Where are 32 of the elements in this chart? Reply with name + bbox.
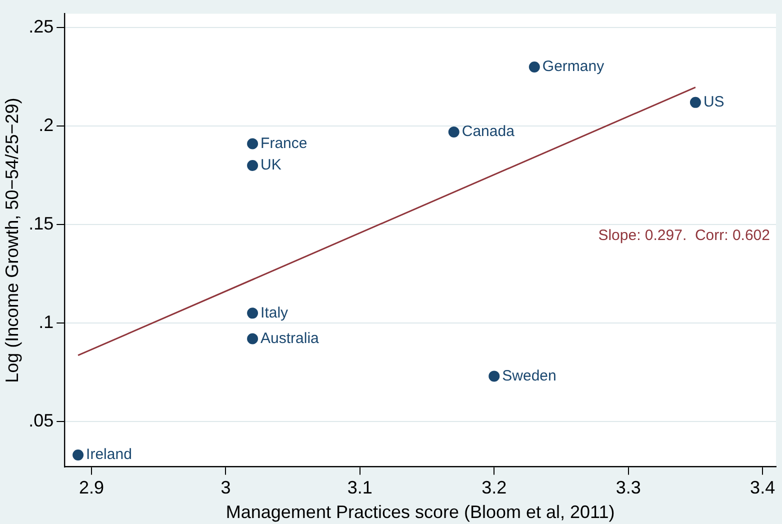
y-tick-label: .2 xyxy=(38,115,54,136)
x-tick-label: 2.9 xyxy=(78,478,104,498)
x-axis-title: Management Practices score (Bloom et al, 2011) xyxy=(226,502,615,522)
series-label: Germany xyxy=(542,58,605,76)
point xyxy=(690,96,701,108)
x-tick-label: 3 xyxy=(220,478,231,498)
series-label: UK xyxy=(260,156,282,174)
series-label: Canada xyxy=(462,123,516,140)
y-tick-label: .05 xyxy=(28,410,54,430)
point xyxy=(488,370,500,382)
x-tick-label: 3.3 xyxy=(616,478,641,498)
x-tick-label: 3.2 xyxy=(482,478,507,498)
point xyxy=(247,138,258,150)
point xyxy=(528,61,540,72)
y-axis-title: Log (Income Growth, 50−54/25−29) xyxy=(2,98,22,383)
y-tick-label: .1 xyxy=(38,312,54,332)
point xyxy=(247,160,258,171)
point xyxy=(247,308,258,319)
x-tick-label: 3.1 xyxy=(347,478,372,498)
series-label: Italy xyxy=(260,304,289,322)
y-tick-label: .15 xyxy=(28,214,54,234)
series-label: Sweden xyxy=(502,367,556,384)
point xyxy=(72,449,84,460)
series-label: France xyxy=(260,134,308,152)
point xyxy=(448,126,460,138)
series-label: US xyxy=(703,94,724,111)
x-tick-label: 3.4 xyxy=(750,478,776,498)
annotation: Slope: 0.297. Corr: 0.602 xyxy=(598,226,770,244)
point xyxy=(247,333,258,344)
y-tick-label: .25 xyxy=(28,16,54,37)
series-label: Ireland xyxy=(86,446,132,464)
series-label: Australia xyxy=(260,330,320,347)
